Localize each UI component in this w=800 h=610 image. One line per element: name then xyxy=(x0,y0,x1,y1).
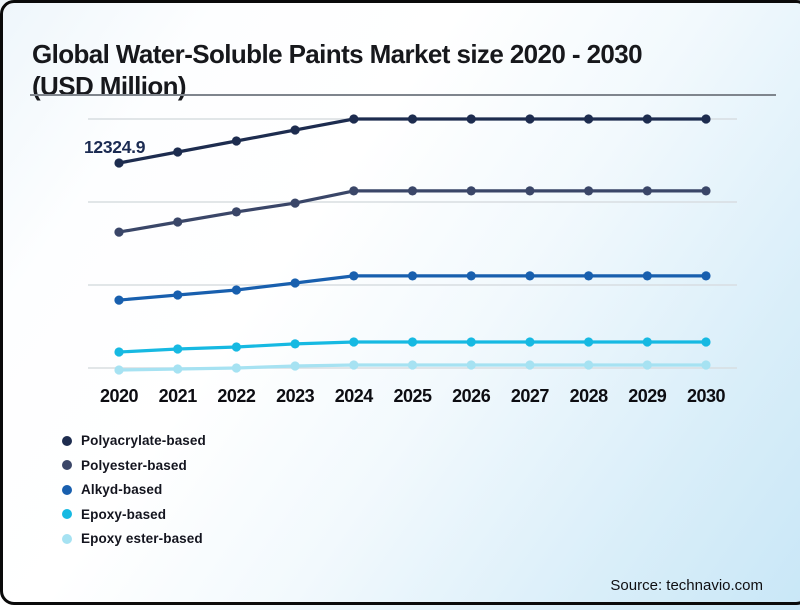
x-axis-label: 2022 xyxy=(217,386,256,406)
data-point xyxy=(701,337,711,347)
legend-label: Epoxy-based xyxy=(81,506,167,522)
x-axis-label: 2026 xyxy=(452,386,491,406)
data-point xyxy=(525,186,535,196)
data-point xyxy=(290,339,300,349)
source-credit: Source: technavio.com xyxy=(610,577,763,594)
data-point xyxy=(407,186,418,196)
legend-item: Epoxy-based xyxy=(62,507,206,522)
data-point xyxy=(701,186,711,196)
data-point xyxy=(584,114,594,124)
data-point xyxy=(349,360,359,370)
data-point xyxy=(407,271,418,281)
data-point xyxy=(173,290,183,300)
x-axis-label: 2029 xyxy=(628,386,667,406)
series-line xyxy=(117,117,708,165)
data-point xyxy=(642,337,652,347)
x-axis-label: 2030 xyxy=(686,386,726,406)
data-point xyxy=(642,271,652,281)
data-point xyxy=(407,337,418,347)
data-point xyxy=(231,342,241,352)
data-point xyxy=(642,360,652,370)
x-axis-label: 2027 xyxy=(510,386,550,406)
legend-item: Polyester-based xyxy=(62,458,206,473)
legend-item: Polyacrylate-based xyxy=(62,433,206,448)
data-point xyxy=(349,337,359,347)
data-point xyxy=(114,365,124,375)
data-point xyxy=(349,114,359,124)
data-point xyxy=(114,347,124,357)
data-point xyxy=(701,360,711,370)
title-divider xyxy=(30,94,776,96)
data-point xyxy=(466,271,476,281)
data-point xyxy=(584,337,594,347)
legend-swatch-icon xyxy=(62,435,72,446)
data-point xyxy=(525,271,535,281)
data-point xyxy=(584,271,594,281)
legend-swatch-icon xyxy=(62,509,72,519)
x-axis-label: 2024 xyxy=(334,386,374,406)
data-point xyxy=(701,271,711,281)
x-axis-label: 2028 xyxy=(569,386,609,406)
legend-label: Polyacrylate-based xyxy=(81,433,206,448)
legend-label: Epoxy ester-based xyxy=(81,531,203,546)
data-point xyxy=(290,361,300,371)
data-point xyxy=(231,207,241,217)
first-point-value-label: 12324.9 xyxy=(84,137,146,157)
data-point xyxy=(466,360,476,370)
data-point xyxy=(701,114,711,124)
data-point xyxy=(584,186,594,196)
data-point xyxy=(525,337,535,347)
data-point xyxy=(525,114,535,124)
data-point xyxy=(466,114,476,124)
data-point xyxy=(642,114,652,124)
legend-label: Alkyd-based xyxy=(81,482,163,497)
x-axis-label: 2025 xyxy=(393,386,432,406)
data-point xyxy=(349,271,359,281)
legend-item: Alkyd-based xyxy=(62,482,206,497)
data-point xyxy=(114,295,124,305)
legend-item: Epoxy ester-based xyxy=(62,531,206,546)
data-point xyxy=(407,114,418,124)
x-axis-label: 2023 xyxy=(276,386,315,406)
x-axis-label: 2021 xyxy=(158,386,198,406)
data-point xyxy=(407,360,418,370)
data-point xyxy=(173,364,183,374)
data-point xyxy=(290,198,300,208)
data-point xyxy=(173,147,183,157)
data-point xyxy=(290,125,300,135)
data-point xyxy=(349,186,359,196)
legend-swatch-icon xyxy=(62,460,72,470)
series-line xyxy=(117,189,708,234)
data-point xyxy=(114,227,124,237)
data-point xyxy=(173,344,183,354)
legend-swatch-icon xyxy=(62,533,72,544)
data-point xyxy=(290,278,300,288)
data-point xyxy=(584,360,594,370)
data-point xyxy=(466,186,476,196)
data-point xyxy=(114,158,124,168)
chart-title: Global Water-Soluble Paints Market size … xyxy=(32,39,643,102)
data-point xyxy=(173,217,183,227)
data-point xyxy=(466,337,476,347)
data-point xyxy=(642,186,652,196)
x-axis-label: 2020 xyxy=(99,386,139,406)
data-point xyxy=(525,360,535,370)
data-point xyxy=(231,285,241,295)
legend-swatch-icon xyxy=(62,484,72,495)
legend-label: Polyester-based xyxy=(81,457,187,473)
data-point xyxy=(231,363,241,373)
data-point xyxy=(231,136,241,146)
chart-legend: Polyacrylate-based Polyester-based Alkyd-b… xyxy=(62,433,206,546)
